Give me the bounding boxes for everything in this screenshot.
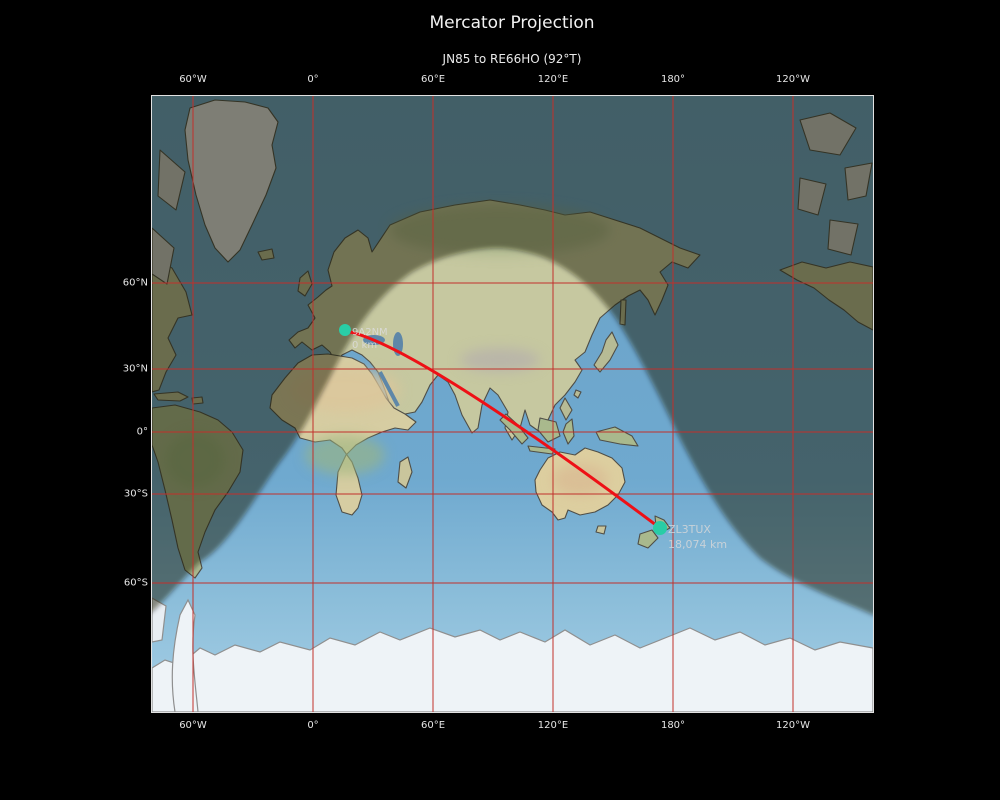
bottom-tick-120w: 120°W bbox=[776, 720, 810, 731]
left-tick-30s: 30°S bbox=[123, 488, 148, 500]
bottom-tick-120e: 120°E bbox=[537, 720, 569, 731]
map-canvas bbox=[151, 95, 874, 713]
figure-subtitle: JN85 to RE66HO (92°T) bbox=[442, 52, 582, 66]
destination-label: ZL3TUX 18,074 km bbox=[668, 522, 727, 552]
bottom-tick-60e: 60°E bbox=[420, 720, 446, 731]
figure-title: Mercator Projection bbox=[429, 13, 595, 33]
top-tick-60e: 60°E bbox=[420, 74, 446, 85]
land-taiwan bbox=[573, 389, 582, 399]
land-tasmania bbox=[595, 525, 607, 535]
top-tick-120w: 120°W bbox=[776, 74, 810, 85]
land-philippines bbox=[559, 397, 573, 421]
top-tick-120e: 120°E bbox=[537, 74, 569, 85]
land-java bbox=[527, 445, 556, 455]
destination-marker bbox=[653, 521, 667, 535]
destination-callsign: ZL3TUX bbox=[668, 523, 711, 536]
antarctica bbox=[152, 597, 873, 712]
graticule bbox=[152, 96, 873, 712]
ice-patch bbox=[152, 597, 167, 643]
origin-distance: 0 km bbox=[352, 340, 378, 351]
bottom-tick-60w: 60°W bbox=[179, 720, 207, 731]
bottom-tick-180: 180° bbox=[660, 720, 686, 731]
night-overlay bbox=[152, 96, 873, 615]
land-madagascar bbox=[397, 456, 413, 489]
origin-marker bbox=[339, 324, 351, 336]
left-tick-30n: 30°N bbox=[122, 363, 148, 375]
antarctic-peninsula bbox=[171, 598, 199, 712]
top-tick-0: 0° bbox=[307, 74, 319, 85]
left-tick-0: 0° bbox=[136, 426, 148, 438]
destination-distance: 18,074 km bbox=[668, 538, 728, 551]
land-nz-south bbox=[637, 529, 659, 549]
bottom-tick-0: 0° bbox=[307, 720, 319, 731]
great-circle-path bbox=[343, 329, 662, 530]
left-tick-60s: 60°S bbox=[123, 577, 148, 589]
origin-label: 9A2NM 0 km bbox=[352, 326, 388, 352]
top-tick-60w: 60°W bbox=[179, 74, 207, 85]
origin-callsign: 9A2NM bbox=[352, 327, 388, 338]
top-tick-180: 180° bbox=[660, 74, 686, 85]
left-tick-60n: 60°N bbox=[122, 277, 148, 289]
